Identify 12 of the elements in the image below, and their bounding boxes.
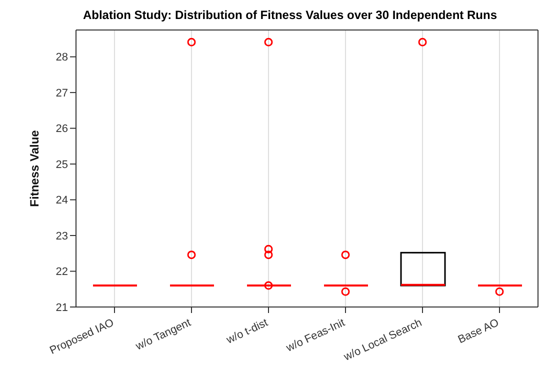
y-tick-label: 23 — [56, 230, 68, 242]
y-tick-label: 22 — [56, 266, 68, 278]
x-tick-label: w/o t-dist — [224, 316, 270, 347]
y-axis-title: Fitness Value — [27, 130, 42, 207]
y-tick-label: 26 — [56, 123, 68, 136]
chart-title: Ablation Study: Distribution of Fitness Values over 30 Independent Runs — [82, 8, 498, 22]
y-tick-label: 28 — [56, 52, 68, 64]
x-tick-label: Base AO — [456, 316, 502, 346]
y-tick-label: 27 — [56, 87, 68, 100]
y-tick-label: 24 — [56, 194, 68, 207]
y-tick-label: 25 — [56, 158, 68, 171]
y-tick-label: 21 — [56, 302, 68, 314]
